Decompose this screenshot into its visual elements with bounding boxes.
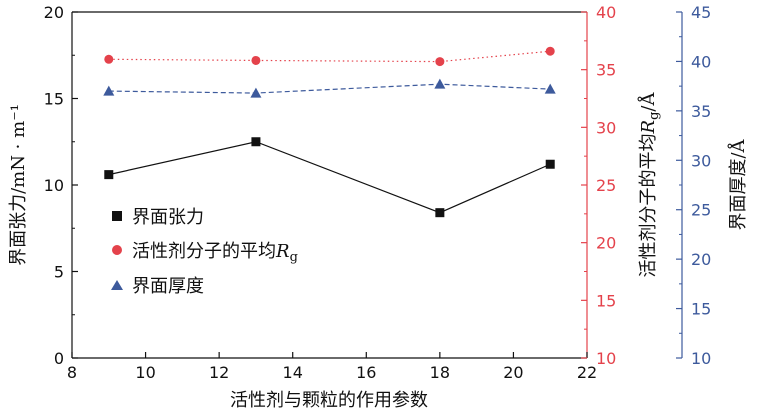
right2-tick-label: 20 [691, 250, 711, 269]
right-red-axis-title: 活性剂分子的平均Rg/Å [637, 92, 662, 278]
right1-tick-label: 40 [596, 3, 616, 22]
right2-tick-label: 25 [691, 201, 711, 220]
right-red-axis-title-symbol: R [638, 120, 659, 135]
data-point-interfacial-tension [435, 208, 445, 218]
data-point-interfacial-tension [545, 159, 555, 169]
right2-tick-label: 35 [691, 102, 711, 121]
x-tick-label: 18 [430, 363, 450, 382]
x-axis-title: 活性剂与颗粒的作用参数 [230, 390, 428, 411]
left-tick-label: 5 [54, 263, 64, 282]
x-tick-label: 16 [356, 363, 376, 382]
data-point-rg [251, 55, 261, 65]
right1-tick-label: 25 [596, 176, 616, 195]
legend-label-rg-subscript: g [290, 250, 298, 265]
legend-label-rg-main: 活性剂分子的平均 [132, 241, 276, 262]
data-point-thickness [103, 85, 115, 96]
legend-label-thickness: 界面厚度 [132, 276, 204, 297]
series-line-interfacial-tension [108, 141, 551, 214]
series-layer [103, 46, 556, 218]
right2-tick-label: 30 [691, 151, 711, 170]
x-tick-label: 20 [503, 363, 523, 382]
left-tick-label: 15 [44, 90, 64, 109]
right-red-axis-title-main: 活性剂分子的平均 [638, 133, 659, 277]
right-blue-axis-ticks: 10 15 20 25 30 35 40 45 [676, 3, 711, 368]
right1-tick-label: 30 [596, 118, 616, 137]
legend-label-rg-symbol: R [275, 241, 290, 262]
legend-marker-rg [112, 245, 122, 255]
right-red-axis-title-unit: /Å [637, 92, 659, 112]
right-blue-axis-title: 界面厚度/Å [727, 138, 749, 230]
right-red-axis-ticks: 10 15 20 25 30 35 40 [581, 3, 616, 368]
right-red-axis-title-subscript: g [647, 112, 662, 120]
right1-tick-label: 15 [596, 291, 616, 310]
x-tick-label: 14 [283, 363, 303, 382]
right1-tick-label: 10 [596, 349, 616, 368]
plot-frame [71, 11, 683, 359]
right2-tick-label: 10 [691, 349, 711, 368]
right2-tick-label: 40 [691, 52, 711, 71]
data-point-interfacial-tension [251, 137, 261, 147]
data-point-thickness [544, 83, 556, 94]
left-axis-ticks: 0 5 10 15 20 [44, 3, 78, 368]
x-axis-ticks: 8 10 12 14 16 18 20 22 [67, 352, 597, 382]
data-point-thickness [250, 87, 262, 98]
data-point-rg [545, 46, 555, 56]
series-line-rg [108, 50, 551, 63]
right2-tick-label: 45 [691, 3, 711, 22]
left-tick-label: 0 [54, 349, 64, 368]
legend-label-interfacial-tension: 界面张力 [132, 207, 204, 228]
legend: 界面张力 活性剂分子的平均Rg 界面厚度 [111, 207, 298, 297]
legend-marker-interfacial-tension [112, 211, 122, 221]
x-tick-label: 22 [577, 363, 597, 382]
right1-tick-label: 35 [596, 61, 616, 80]
left-tick-label: 20 [44, 3, 64, 22]
x-tick-label: 8 [67, 363, 77, 382]
data-point-rg [104, 54, 114, 64]
left-tick-label: 10 [44, 176, 64, 195]
right1-tick-label: 20 [596, 234, 616, 253]
series-line-thickness [108, 83, 551, 94]
data-point-rg [435, 57, 445, 67]
legend-marker-thickness [111, 280, 123, 290]
data-point-interfacial-tension [104, 170, 114, 180]
x-tick-label: 10 [135, 363, 155, 382]
data-point-thickness [434, 78, 446, 89]
left-axis-title: 界面张力/mN · m⁻¹ [8, 104, 29, 266]
right2-tick-label: 15 [691, 300, 711, 319]
x-tick-label: 12 [209, 363, 229, 382]
legend-label-rg: 活性剂分子的平均Rg [132, 241, 298, 265]
